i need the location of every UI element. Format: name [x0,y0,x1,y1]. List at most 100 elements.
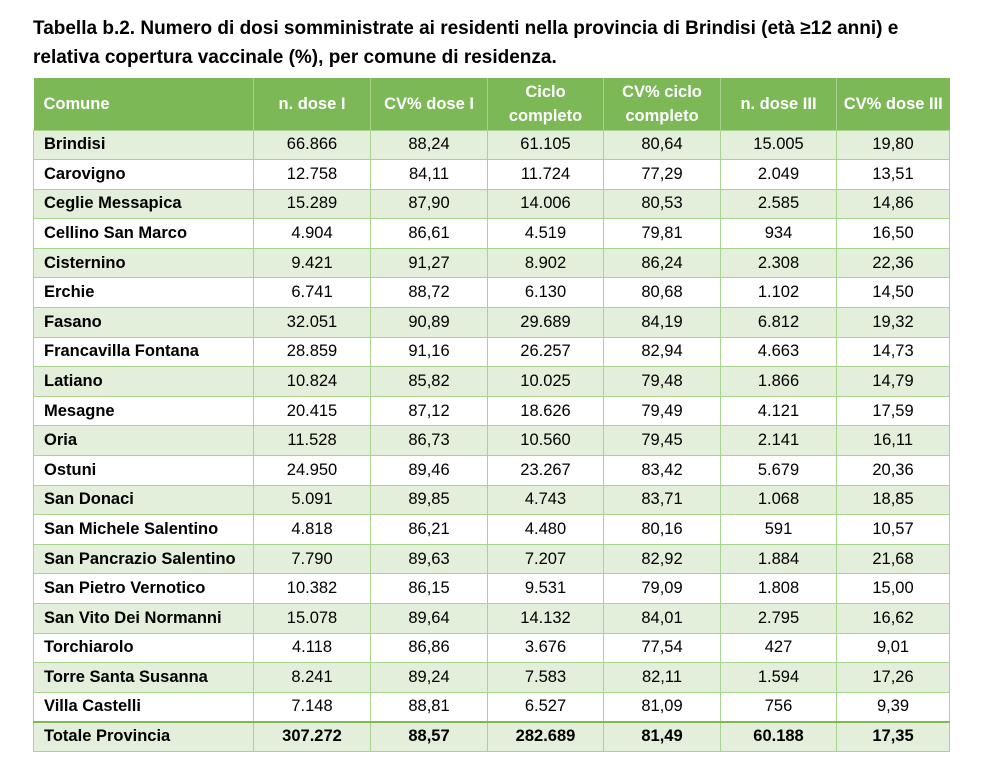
cell-dose-1: 4.818 [253,514,371,545]
cell-dose-1: 66.866 [253,129,371,161]
cell-comune: Erchie [33,277,254,309]
cell-ciclo-completo: 7.583 [487,662,604,693]
cell-cv-ciclo-completo: 79,81 [603,218,721,249]
table-row: San Pietro Vernotico 10.382 86,15 9.531 79,0… [33,573,950,604]
cell-cv-dose-1: 86,61 [370,218,488,249]
total-label: Totale Provincia [33,720,254,752]
cell-comune: San Pietro Vernotico [33,573,254,604]
cell-ciclo-completo: 11.724 [487,159,604,190]
cell-cv-ciclo-completo: 83,42 [603,455,721,486]
cell-dose-3: 756 [720,691,837,723]
table-row: Oria 11.528 86,73 10.560 79,45 2.141 16,11 [33,425,950,457]
cell-dose-1: 8.241 [253,662,371,693]
table-row: Latiano 10.824 85,82 10.025 79,48 1.866 14,79 [33,366,950,397]
cell-ciclo-completo: 3.676 [487,632,604,664]
cell-comune: Torchiarolo [33,632,254,664]
cell-comune: Fasano [33,307,254,338]
table-row: Fasano 32.051 90,89 29.689 84,19 6.812 19,32 [33,307,950,338]
table-header-row: Comune n. dose I CV% dose I Ciclo comple… [33,78,950,130]
cell-cv-dose-1: 87,90 [370,188,488,220]
cell-cv-dose-1: 88,81 [370,691,488,723]
table-row: Torchiarolo 4.118 86,86 3.676 77,54 427 9,01 [33,632,950,664]
cell-cv-dose-3: 18,85 [836,484,950,516]
table-row: Mesagne 20.415 87,12 18.626 79,49 4.121 17,59 [33,395,950,427]
table-total-row: Totale Provincia 307.272 88,57 282.689 8… [33,720,950,752]
cell-cv-dose-1: 87,12 [370,395,488,427]
cell-cv-ciclo-completo: 86,24 [603,247,721,279]
cell-cv-dose-1: 86,73 [370,425,488,457]
cell-cv-ciclo-completo: 82,94 [603,336,721,368]
cell-cv-dose-1: 88,72 [370,277,488,309]
cell-cv-ciclo-completo: 79,49 [603,395,721,427]
cell-cv-ciclo-completo: 77,29 [603,159,721,190]
table-row: Ostuni 24.950 89,46 23.267 83,42 5.679 20,36 [33,455,950,486]
cell-cv-ciclo-completo: 80,64 [603,129,721,161]
cell-ciclo-completo: 18.626 [487,395,604,427]
total-cv-dose-3: 17,35 [836,720,950,752]
cell-dose-1: 11.528 [253,425,371,457]
cell-cv-dose-3: 17,59 [836,395,950,427]
cell-cv-ciclo-completo: 82,92 [603,543,721,575]
cell-cv-dose-3: 9,01 [836,632,950,664]
cell-comune: Ceglie Messapica [33,188,254,220]
cell-ciclo-completo: 6.130 [487,277,604,309]
cell-cv-dose-1: 85,82 [370,366,488,397]
table-row: Torre Santa Susanna 8.241 89,24 7.583 82,11 1… [33,662,950,693]
cell-dose-1: 5.091 [253,484,371,516]
cell-comune: San Donaci [33,484,254,516]
cell-dose-1: 7.148 [253,691,371,723]
table-row: Erchie 6.741 88,72 6.130 80,68 1.102 14,50 [33,277,950,309]
cell-cv-dose-1: 91,27 [370,247,488,279]
cell-comune: San Pancrazio Salentino [33,543,254,575]
cell-cv-dose-3: 22,36 [836,247,950,279]
table-row: Francavilla Fontana 28.859 91,16 26.257 82,9… [33,336,950,368]
cell-ciclo-completo: 9.531 [487,573,604,604]
cell-cv-dose-3: 14,79 [836,366,950,397]
cell-cv-ciclo-completo: 80,16 [603,514,721,545]
cell-cv-dose-3: 20,36 [836,455,950,486]
cell-dose-1: 15.078 [253,603,371,634]
header-cv-ciclo-completo: CV% ciclo completo [603,78,721,130]
cell-ciclo-completo: 6.527 [487,691,604,723]
cell-comune: Villa Castelli [33,691,254,723]
total-dose-3: 60.188 [720,720,837,752]
cell-cv-dose-1: 89,63 [370,543,488,575]
cell-comune: San Vito Dei Normanni [33,603,254,634]
cell-ciclo-completo: 7.207 [487,543,604,575]
cell-cv-dose-3: 14,73 [836,336,950,368]
cell-cv-ciclo-completo: 79,45 [603,425,721,457]
cell-cv-dose-1: 86,86 [370,632,488,664]
cell-dose-3: 15.005 [720,129,837,161]
cell-cv-ciclo-completo: 77,54 [603,632,721,664]
cell-dose-1: 12.758 [253,159,371,190]
header-cv-dose-3: CV% dose III [836,78,950,130]
cell-ciclo-completo: 29.689 [487,307,604,338]
table-row: San Vito Dei Normanni 15.078 89,64 14.132 84… [33,603,950,634]
cell-dose-3: 591 [720,514,837,545]
cell-cv-dose-3: 16,11 [836,425,950,457]
table-row: Carovigno 12.758 84,11 11.724 77,29 2.049 13,5… [33,159,950,190]
cell-dose-1: 10.382 [253,573,371,604]
cell-cv-ciclo-completo: 79,48 [603,366,721,397]
cell-dose-1: 28.859 [253,336,371,368]
cell-dose-3: 1.808 [720,573,837,604]
total-cv-ciclo-completo: 81,49 [603,720,721,752]
cell-dose-3: 934 [720,218,837,249]
cell-cv-ciclo-completo: 80,68 [603,277,721,309]
cell-cv-ciclo-completo: 80,53 [603,188,721,220]
header-dose-1: n. dose I [253,78,371,130]
cell-ciclo-completo: 14.132 [487,603,604,634]
header-dose-3: n. dose III [720,78,837,130]
cell-cv-dose-3: 13,51 [836,159,950,190]
table-row: San Michele Salentino 4.818 86,21 4.480 80,1… [33,514,950,545]
cell-comune: Brindisi [33,129,254,161]
cell-dose-3: 2.795 [720,603,837,634]
vaccination-table: Comune n. dose I CV% dose I Ciclo comple… [33,78,950,752]
cell-dose-3: 4.663 [720,336,837,368]
cell-comune: Cisternino [33,247,254,279]
table-row: Brindisi 66.866 88,24 61.105 80,64 15.005 19,8… [33,129,950,161]
cell-cv-dose-3: 16,62 [836,603,950,634]
header-comune: Comune [33,78,254,130]
cell-cv-dose-1: 86,15 [370,573,488,604]
cell-dose-3: 4.121 [720,395,837,427]
